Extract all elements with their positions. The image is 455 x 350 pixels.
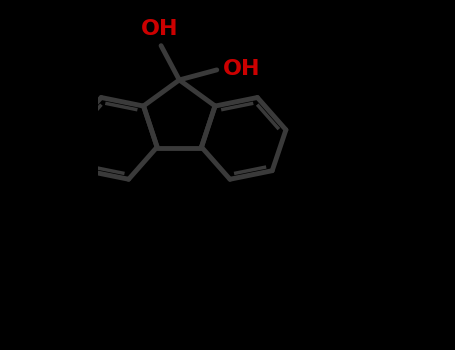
Text: OH: OH xyxy=(141,19,178,39)
Text: OH: OH xyxy=(222,58,260,78)
